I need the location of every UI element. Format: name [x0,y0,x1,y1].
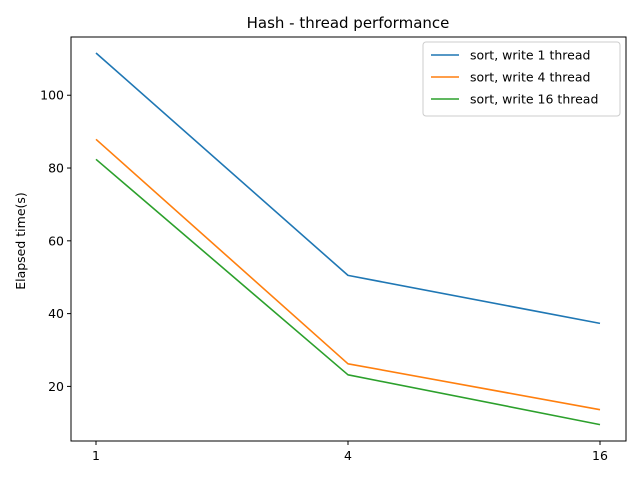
chart-title: Hash - thread performance [247,14,450,32]
y-axis-label: Elapsed time(s) [13,192,28,290]
y-tick-label: 40 [48,306,64,321]
y-tick-label: 20 [48,379,64,394]
y-tick-label: 60 [48,233,64,248]
series-line-1 [95,52,601,325]
x-tick-label: 1 [92,448,100,463]
y-tick-label: 80 [48,161,64,176]
x-tick-label: 16 [592,448,608,463]
legend-label-1: sort, write 1 thread [470,48,590,63]
series-line-3 [95,158,601,426]
plot-area: 1 4 16 20 40 60 80 100 [40,36,627,463]
series-line-2 [95,138,601,411]
legend-label-3: sort, write 16 thread [470,92,598,107]
x-tick-label: 4 [344,448,352,463]
legend-box [422,41,621,117]
legend: sort, write 1 thread sort, write 4 thread… [422,41,621,117]
legend-label-2: sort, write 4 thread [470,70,590,85]
y-tick-label: 100 [40,88,64,103]
